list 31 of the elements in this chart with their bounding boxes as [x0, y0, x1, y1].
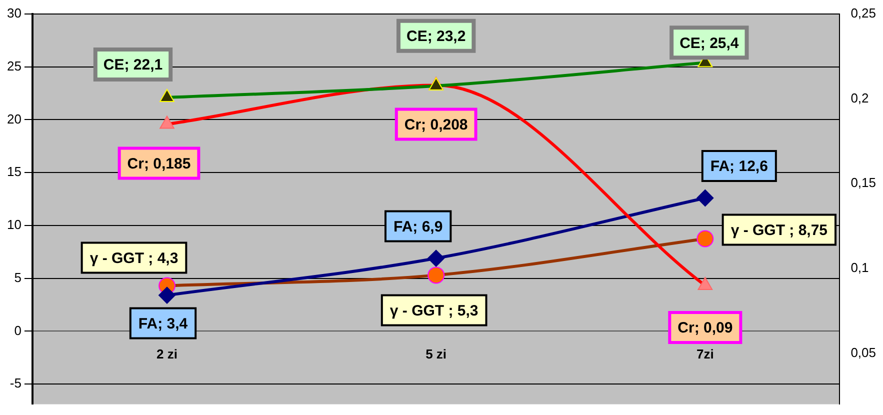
x-tick-label: 5 zi: [426, 346, 447, 362]
data-label: CE; 23,2: [406, 28, 466, 46]
data-label: γ - GGT ; 8,75: [730, 222, 828, 239]
y-tick-label: -5: [10, 376, 22, 391]
data-label: Cr; 0,208: [404, 116, 468, 134]
y-tick-label: 25: [6, 58, 22, 74]
data-label: Cr; 0,09: [678, 320, 733, 337]
data-label: CE; 22,1: [103, 56, 163, 74]
y-tick-label: 0: [14, 322, 22, 338]
point: [696, 189, 714, 206]
y2-tick-label: 0,05: [850, 344, 876, 360]
y-tick-label: 15: [6, 164, 22, 180]
data-label: γ - GGT ; 5,3: [390, 302, 478, 320]
y-tick-label: 30: [6, 6, 22, 21]
data-label: Cr; 0,185: [127, 155, 191, 172]
point: [158, 286, 176, 304]
data-label: FA; 6,9: [393, 218, 443, 236]
x-tick-label: 2 zi: [156, 346, 178, 362]
x-tick-label: 7zi: [696, 346, 714, 362]
data-label: CE; 25,4: [680, 34, 740, 52]
y-tick-label: 20: [6, 111, 22, 126]
data-label: FA; 3,4: [138, 315, 188, 332]
data-label: FA; 12,6: [710, 158, 768, 176]
y2-tick-label: 0,1: [850, 260, 869, 276]
y2-tick-label: 0,2: [850, 90, 869, 106]
y2-tick-label: 0,25: [850, 6, 876, 21]
y-tick-label: 10: [6, 217, 22, 232]
data-label: γ - GGT ; 4,3: [90, 250, 178, 267]
point: [428, 250, 445, 267]
y-tick-label: 5: [14, 270, 22, 285]
y2-tick-label: 0,15: [850, 175, 876, 190]
